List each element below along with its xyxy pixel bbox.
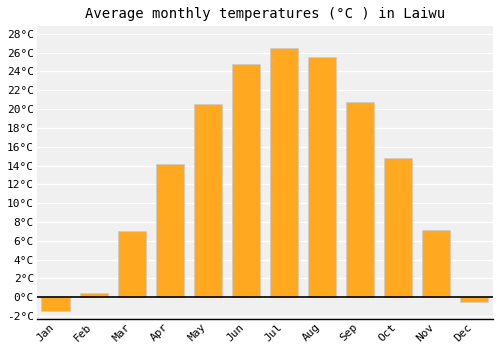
Bar bbox=[194, 104, 222, 297]
Bar bbox=[156, 164, 184, 297]
Bar bbox=[80, 293, 108, 297]
Bar bbox=[42, 297, 70, 312]
Title: Average monthly temperatures (°C ) in Laiwu: Average monthly temperatures (°C ) in La… bbox=[85, 7, 445, 21]
Bar bbox=[422, 230, 450, 297]
Bar bbox=[308, 57, 336, 297]
Bar bbox=[384, 158, 412, 297]
Bar bbox=[270, 48, 298, 297]
Bar bbox=[460, 297, 488, 302]
Bar bbox=[346, 103, 374, 297]
Bar bbox=[118, 231, 146, 297]
Bar bbox=[232, 64, 260, 297]
